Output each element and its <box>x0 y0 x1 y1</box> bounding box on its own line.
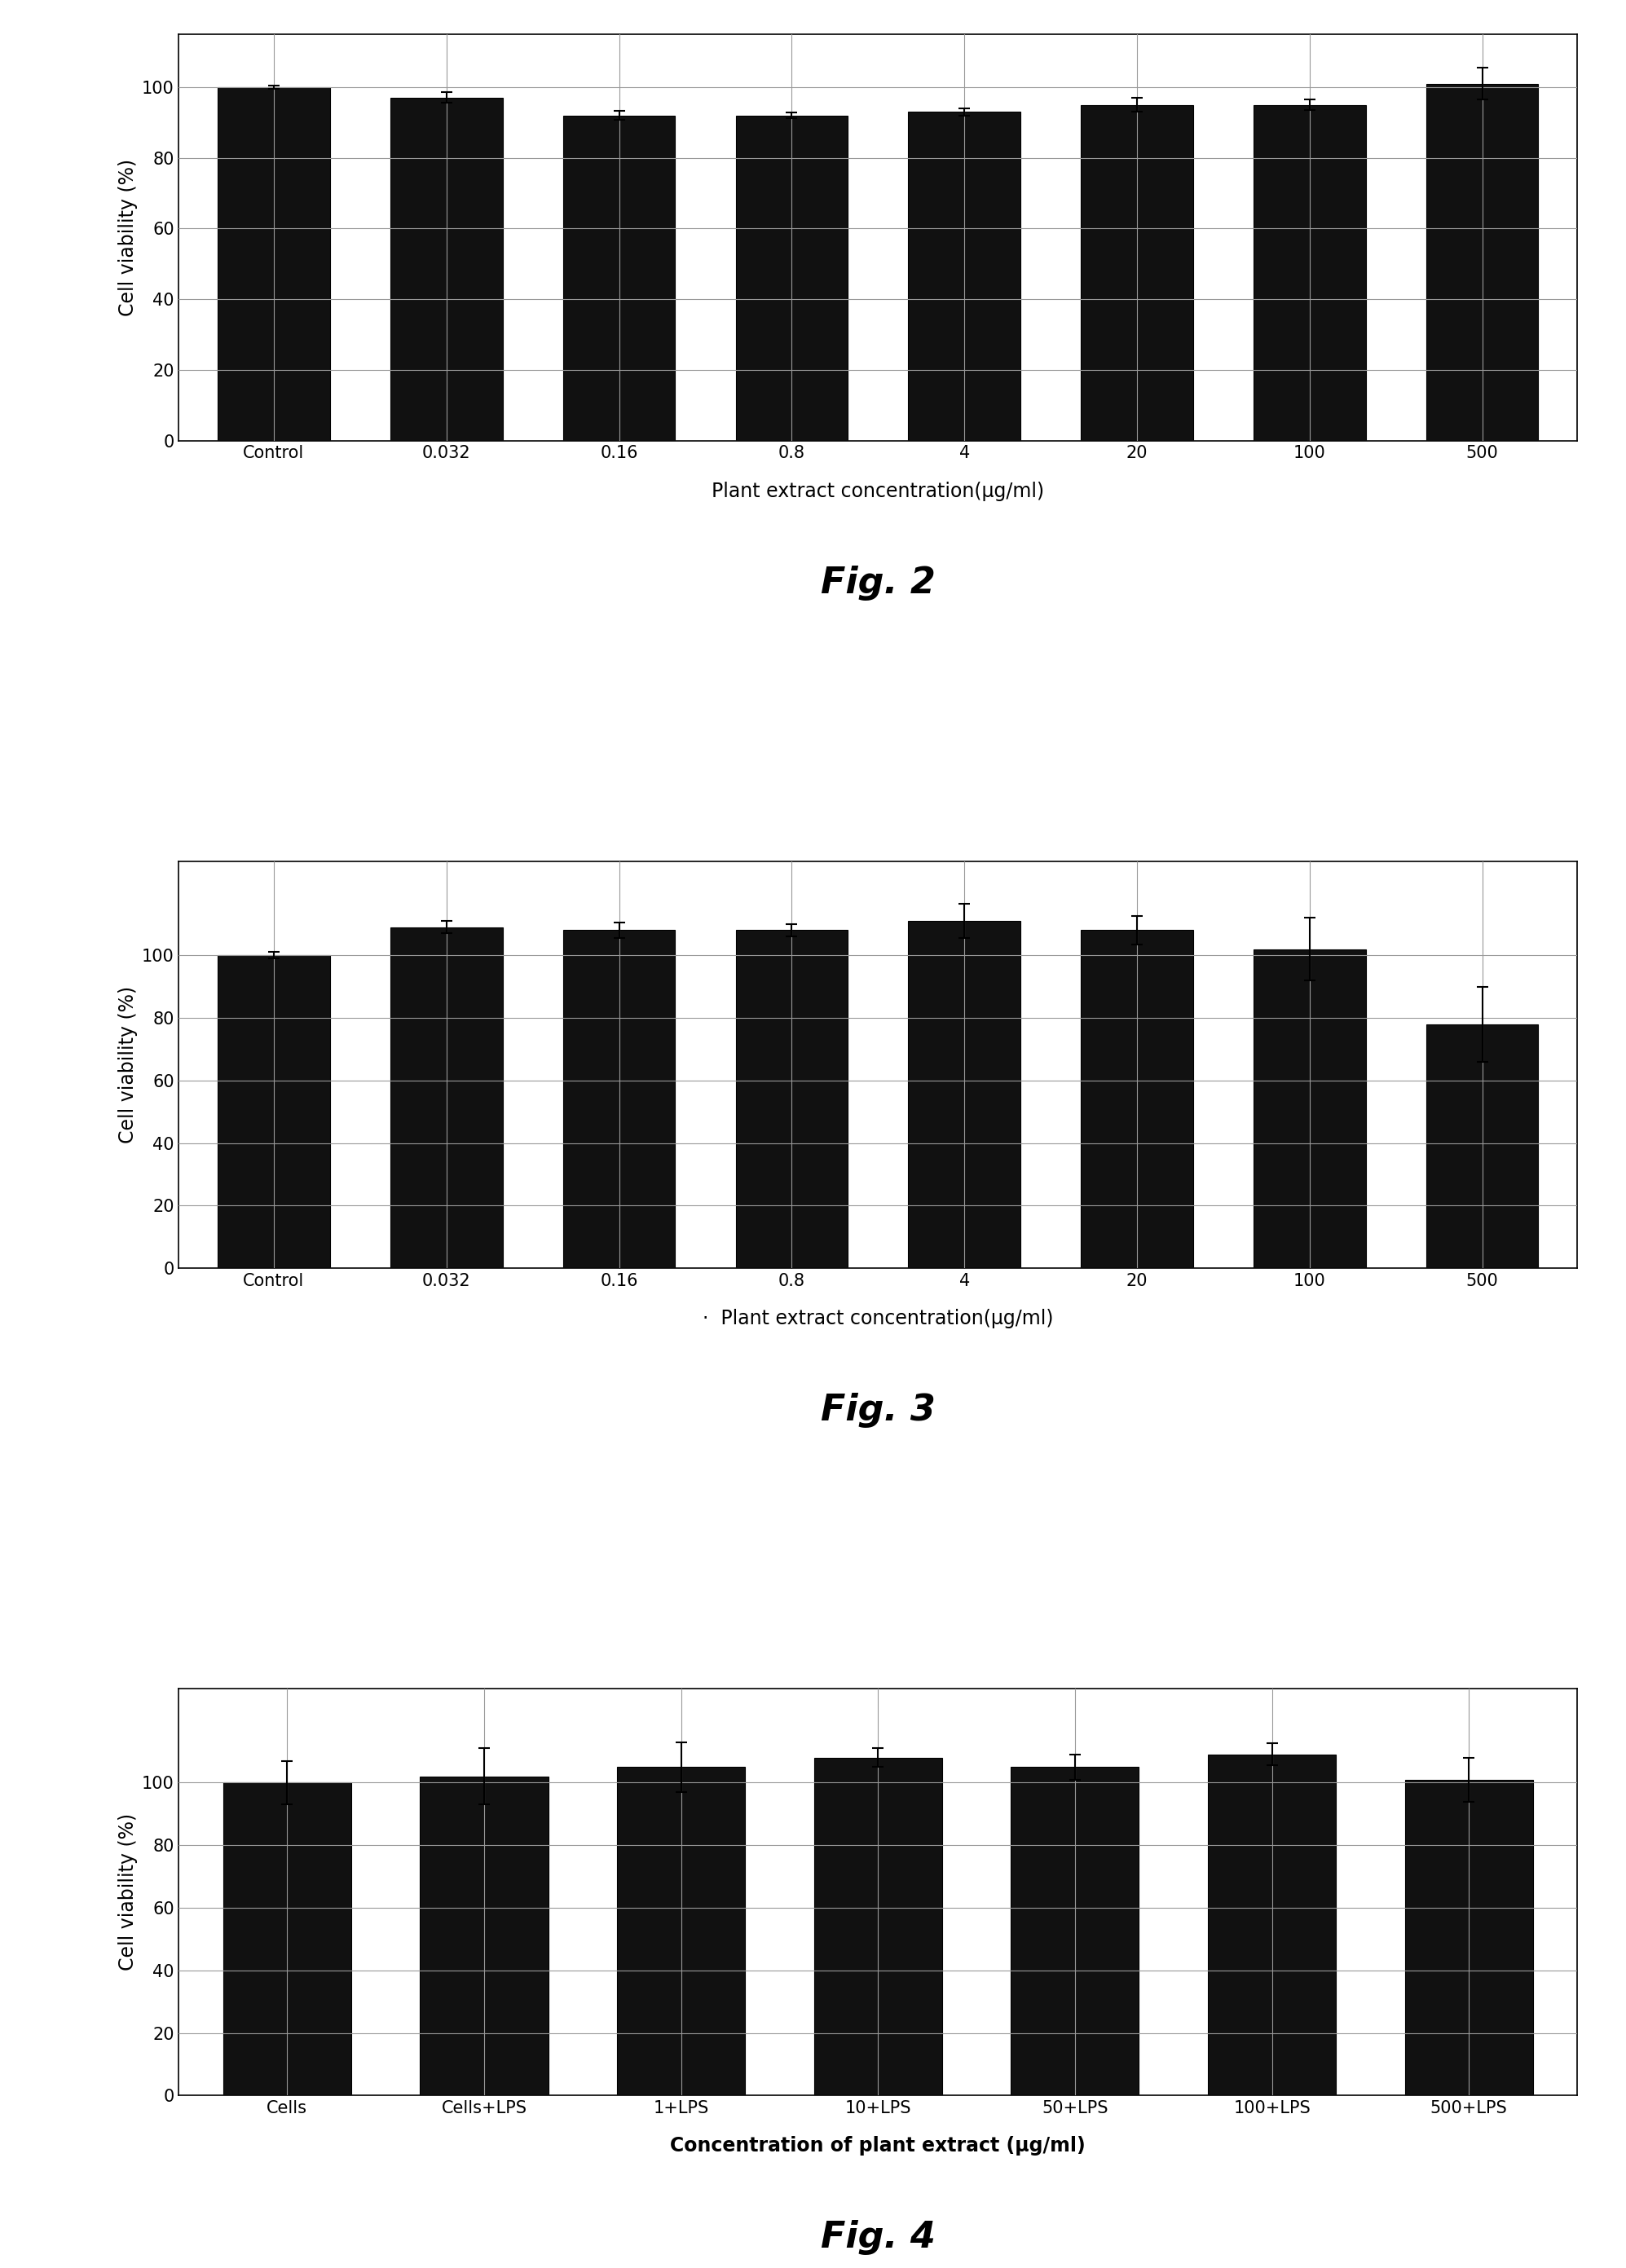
Bar <box>563 930 675 1268</box>
Bar <box>1011 1767 1138 2096</box>
Bar <box>1254 104 1366 440</box>
Bar <box>815 1758 941 2096</box>
Bar <box>1081 104 1193 440</box>
Bar <box>618 1767 745 2096</box>
Bar <box>218 955 330 1268</box>
Bar <box>909 921 1021 1268</box>
Text: Fig. 4: Fig. 4 <box>821 2220 935 2254</box>
Bar <box>1254 948 1366 1268</box>
Bar <box>563 116 675 440</box>
Bar <box>1426 84 1538 440</box>
Text: Fig. 2: Fig. 2 <box>821 565 935 601</box>
Text: Plant extract concentration(μg/ml): Plant extract concentration(μg/ml) <box>712 481 1044 501</box>
Bar <box>218 86 330 440</box>
Bar <box>1426 1025 1538 1268</box>
Bar <box>735 116 847 440</box>
Bar <box>1208 1755 1337 2096</box>
Bar <box>223 1783 351 2096</box>
Text: Fig. 3: Fig. 3 <box>821 1393 935 1429</box>
Text: ·  Plant extract concentration(μg/ml): · Plant extract concentration(μg/ml) <box>702 1309 1054 1329</box>
Bar <box>420 1776 548 2096</box>
Bar <box>909 111 1021 440</box>
Bar <box>735 930 847 1268</box>
Bar <box>1081 930 1193 1268</box>
Y-axis label: Cell viability (%): Cell viability (%) <box>117 987 138 1143</box>
Bar <box>390 928 502 1268</box>
Text: Concentration of plant extract (μg/ml): Concentration of plant extract (μg/ml) <box>670 2136 1086 2157</box>
Y-axis label: Cell viability (%): Cell viability (%) <box>117 159 138 315</box>
Bar <box>1405 1780 1533 2096</box>
Bar <box>390 98 502 440</box>
Y-axis label: Cell viability (%): Cell viability (%) <box>117 1814 138 1971</box>
